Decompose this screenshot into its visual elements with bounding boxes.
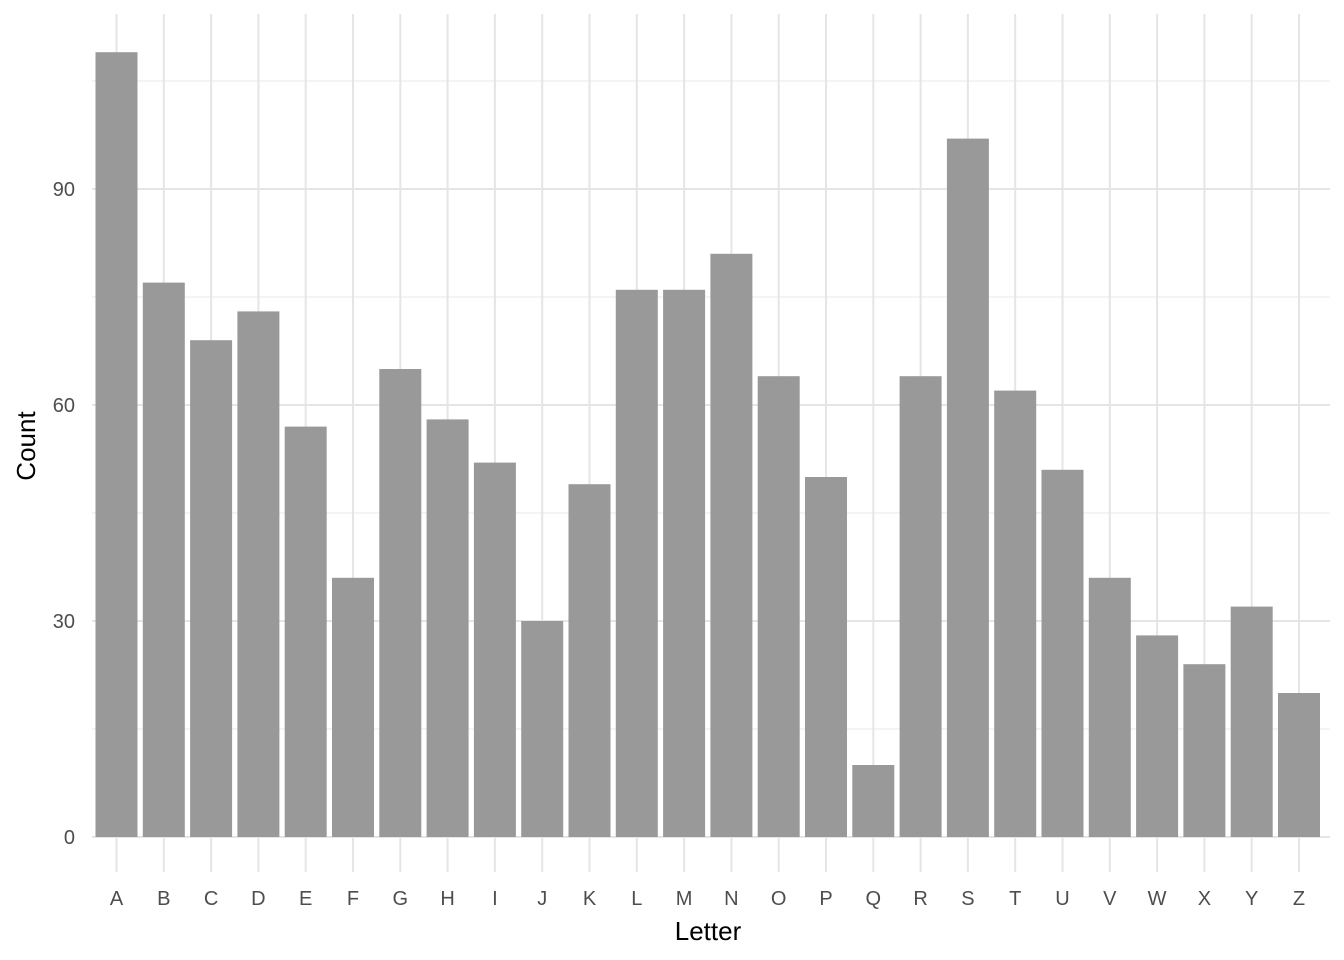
x-tick-label: H bbox=[440, 888, 454, 910]
bars bbox=[95, 52, 1320, 838]
x-tick-label: D bbox=[251, 888, 265, 910]
x-tick-label: X bbox=[1198, 888, 1211, 910]
x-tick-label: K bbox=[583, 888, 597, 910]
x-tick-label: L bbox=[631, 888, 642, 910]
bar-P bbox=[805, 477, 847, 837]
bar-V bbox=[1088, 577, 1131, 837]
x-tick-label: I bbox=[492, 888, 498, 910]
y-tick-label: 90 bbox=[53, 179, 75, 201]
bar-X bbox=[1183, 664, 1226, 837]
y-tick-label: 30 bbox=[53, 611, 75, 633]
x-tick-label: Z bbox=[1293, 888, 1305, 910]
x-axis-title: Letter bbox=[675, 916, 742, 946]
x-tick-label: V bbox=[1103, 888, 1117, 910]
x-tick-label: W bbox=[1148, 888, 1167, 910]
bar-K bbox=[568, 484, 611, 837]
y-axis-ticks: 0 30 60 90 bbox=[53, 179, 75, 849]
x-axis-ticks: A B C D E F G H I J K L M N O P Q R S T U V W X Y Z bbox=[110, 888, 1305, 910]
x-tick-label: Q bbox=[866, 888, 882, 910]
y-tick-label: 60 bbox=[53, 395, 75, 417]
bar-F bbox=[332, 577, 374, 837]
x-tick-label: A bbox=[110, 888, 124, 910]
bar-I bbox=[473, 462, 516, 837]
bar-A bbox=[95, 52, 138, 837]
x-tick-label: O bbox=[771, 888, 787, 910]
x-tick-label: G bbox=[393, 888, 409, 910]
bar-G bbox=[379, 369, 422, 837]
bar-J bbox=[521, 621, 564, 837]
x-tick-label: T bbox=[1009, 888, 1021, 910]
bar-O bbox=[757, 376, 800, 837]
x-tick-label: J bbox=[537, 888, 547, 910]
x-tick-label: R bbox=[913, 888, 927, 910]
x-tick-label: B bbox=[157, 888, 170, 910]
x-tick-label: P bbox=[819, 888, 832, 910]
bar-U bbox=[1041, 469, 1084, 837]
y-tick-label: 0 bbox=[64, 827, 75, 849]
bar-N bbox=[710, 253, 753, 838]
x-tick-label: M bbox=[676, 888, 693, 910]
bar-M bbox=[663, 289, 706, 837]
bar-T bbox=[994, 390, 1037, 837]
bar-D bbox=[237, 311, 280, 837]
bar-R bbox=[899, 376, 942, 837]
bar-L bbox=[615, 289, 658, 837]
bar-S bbox=[946, 138, 989, 838]
bar-E bbox=[284, 426, 327, 837]
bar-C bbox=[190, 340, 233, 837]
x-tick-label: N bbox=[724, 888, 738, 910]
bar-B bbox=[142, 282, 185, 838]
bar-H bbox=[426, 419, 469, 837]
x-tick-label: C bbox=[204, 888, 218, 910]
x-tick-label: S bbox=[961, 888, 974, 910]
y-axis-title: Count bbox=[11, 411, 41, 481]
x-tick-label: U bbox=[1055, 888, 1069, 910]
x-tick-label: F bbox=[347, 888, 359, 910]
bar-Q bbox=[852, 765, 895, 837]
x-tick-label: E bbox=[299, 888, 312, 910]
bar-Z bbox=[1278, 693, 1320, 837]
bar-Y bbox=[1230, 606, 1273, 837]
x-tick-label: Y bbox=[1245, 888, 1258, 910]
bar-W bbox=[1136, 635, 1179, 837]
